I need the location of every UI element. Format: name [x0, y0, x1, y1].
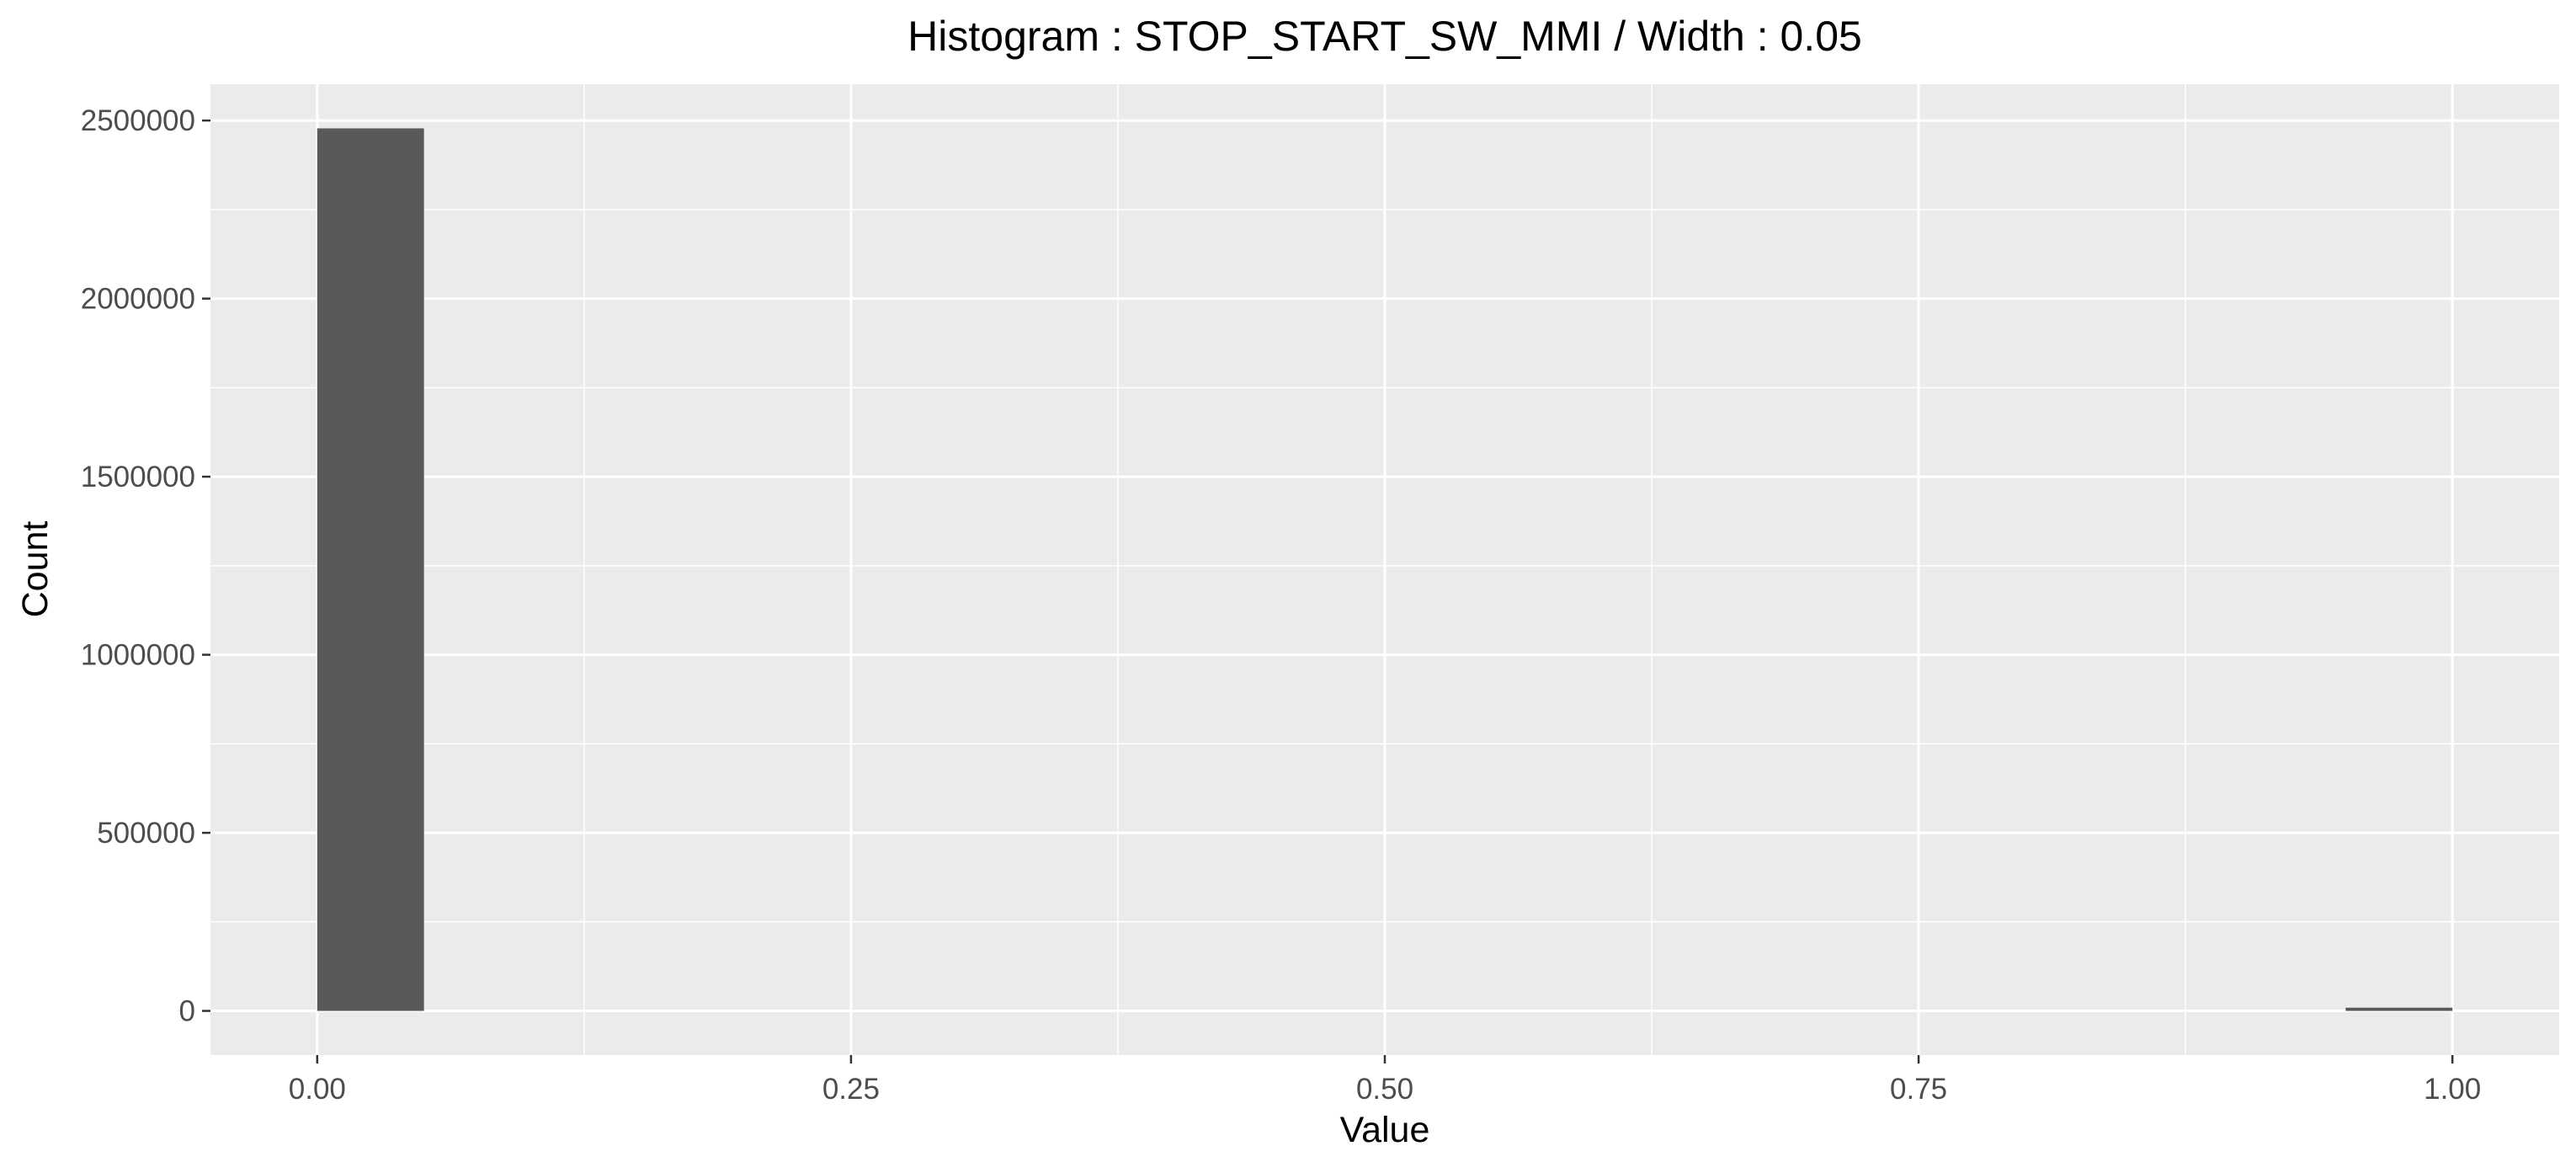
x-tick-label: 1.00: [2424, 1073, 2481, 1106]
x-tick-label: 0.50: [1356, 1073, 1413, 1106]
y-tick-label: 2500000: [81, 104, 195, 137]
y-tick-label: 1000000: [81, 639, 195, 672]
chart-title: Histogram : STOP_START_SW_MMI / Width : …: [907, 13, 1862, 60]
x-axis-title: Value: [1340, 1110, 1430, 1150]
y-tick-label: 0: [179, 995, 195, 1028]
y-tick-label: 2000000: [81, 283, 195, 316]
y-tick-label: 1500000: [81, 461, 195, 493]
histogram-bar: [317, 128, 424, 1011]
histogram-bars: [317, 128, 2453, 1011]
y-tick-label: 500000: [97, 817, 195, 850]
x-axis: 0.00 0.25 0.50 0.75 1.00: [289, 1055, 2481, 1106]
histogram-bar: [2345, 1007, 2453, 1011]
x-tick-label: 0.25: [822, 1073, 880, 1106]
x-tick-label: 0.75: [1890, 1073, 1947, 1106]
x-tick-label: 0.00: [289, 1073, 346, 1106]
y-axis: 0 500000 1000000 1500000 2000000 2500000: [81, 104, 210, 1028]
y-axis-title: Count: [15, 521, 56, 618]
